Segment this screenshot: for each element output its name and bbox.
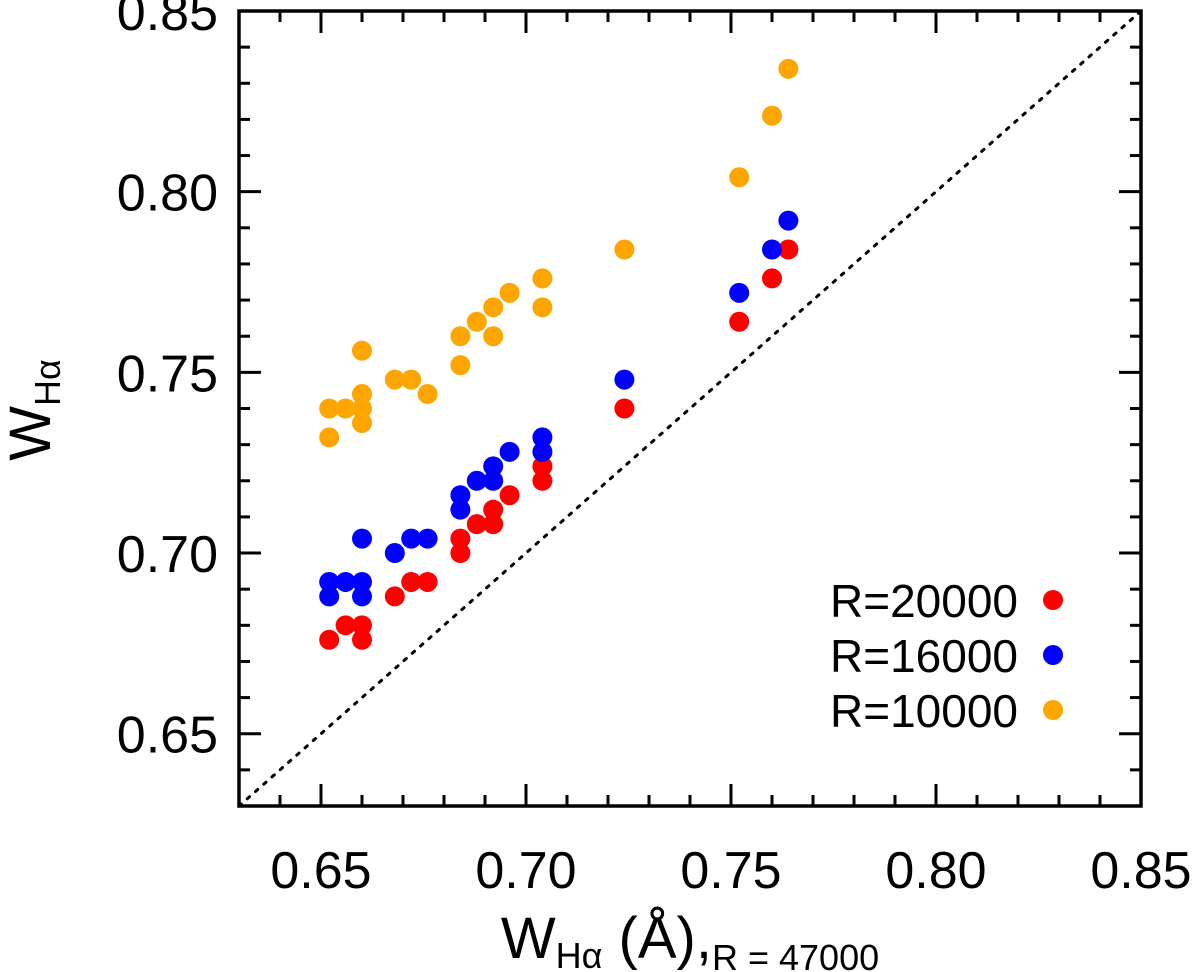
data-point (499, 485, 520, 506)
data-point (352, 629, 372, 650)
data-point (319, 571, 340, 592)
data-point (319, 586, 340, 607)
data-point (778, 210, 799, 231)
data-point (417, 384, 438, 405)
data-point (614, 369, 635, 390)
data-point (352, 571, 372, 592)
data-point (417, 528, 438, 549)
data-point (450, 326, 471, 347)
axis-ticks (237, 9, 1143, 808)
data-point (450, 485, 471, 506)
series-r-16000 (319, 210, 799, 607)
legend-label: R=10000 (830, 685, 1018, 737)
data-point (352, 615, 372, 636)
data-point (401, 369, 422, 390)
data-point (450, 528, 471, 549)
x-tick-label: 0.65 (270, 842, 371, 900)
data-point (532, 297, 553, 318)
plot-frame (237, 9, 1143, 808)
data-point (352, 384, 372, 405)
series-r-10000 (319, 58, 799, 448)
data-point (614, 398, 635, 419)
data-point (532, 456, 553, 477)
data-point (335, 615, 356, 636)
data-point (352, 528, 372, 549)
y-tick-label: 0.75 (117, 345, 218, 403)
y-tick-label: 0.65 (117, 707, 218, 765)
data-point (319, 398, 340, 419)
y-tick-label: 0.80 (117, 165, 218, 223)
data-point (384, 369, 405, 390)
y-tick-label: 0.85 (117, 0, 218, 42)
series-r-20000 (319, 239, 799, 650)
data-point (450, 499, 471, 520)
data-point (401, 528, 422, 549)
data-point (483, 470, 504, 491)
x-tick-label: 0.75 (680, 842, 781, 900)
x-axis-title: WHα (Å),R = 47000 (501, 906, 879, 972)
data-point (483, 499, 504, 520)
y-tick-label: 0.70 (117, 526, 218, 584)
data-point (319, 427, 340, 448)
legend-marker (1043, 645, 1063, 665)
x-tick-label: 0.70 (475, 842, 576, 900)
data-point (352, 412, 372, 433)
data-point (335, 571, 356, 592)
data-point (483, 514, 504, 535)
data-point (466, 311, 487, 332)
data-point (778, 239, 799, 260)
legend-label: R=16000 (830, 630, 1018, 682)
data-point (532, 470, 553, 491)
y-axis-title: WHα (0, 359, 68, 461)
data-point (384, 586, 405, 607)
data-point (499, 441, 520, 462)
data-point (466, 514, 487, 535)
data-point (532, 441, 553, 462)
data-point (762, 239, 782, 260)
x-tick-label: 0.85 (1090, 842, 1191, 900)
data-point (335, 398, 356, 419)
data-point (466, 470, 487, 491)
data-point (483, 456, 504, 477)
data-point (483, 326, 504, 347)
data-point (532, 268, 553, 289)
data-point (450, 355, 471, 376)
legend-marker (1043, 590, 1063, 610)
data-point (762, 268, 782, 289)
reference-line (237, 9, 1143, 808)
data-point (401, 571, 422, 592)
data-point (319, 629, 340, 650)
data-point (352, 340, 372, 361)
data-point (729, 167, 750, 188)
data-point (778, 58, 799, 79)
data-point (499, 282, 520, 303)
data-point (532, 427, 553, 448)
data-point (352, 586, 372, 607)
x-tick-label: 0.80 (885, 842, 986, 900)
data-point (450, 543, 471, 564)
data-point (384, 543, 405, 564)
legend-label: R=20000 (830, 575, 1018, 627)
data-point (614, 239, 635, 260)
legend-marker (1043, 700, 1063, 720)
data-point (483, 297, 504, 318)
data-point (729, 282, 750, 303)
data-point (417, 571, 438, 592)
data-point (729, 311, 750, 332)
data-point (352, 398, 372, 419)
data-point (762, 105, 782, 126)
